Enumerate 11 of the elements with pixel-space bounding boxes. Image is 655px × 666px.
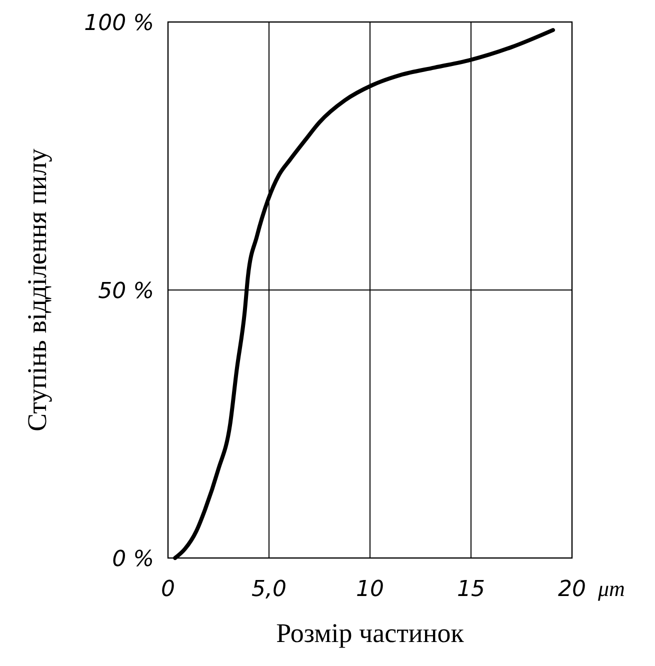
x-tick-label: 10 [356,577,384,602]
x-tick-label: 20 [558,577,586,602]
y-tick-label: 50 % [98,279,154,304]
y-tick-label: 0 % [112,547,154,572]
x-axis-title: Розмір частинок [276,618,465,648]
x-tick-label: 5,0 [252,577,286,602]
x-tick-label: 0 [161,577,175,602]
text: μm [597,576,625,601]
y-axis-title: Ступінь відділення пилу [22,148,52,432]
x-tick-label: 15 [457,577,485,602]
y-tick-label: 100 % [84,11,154,36]
